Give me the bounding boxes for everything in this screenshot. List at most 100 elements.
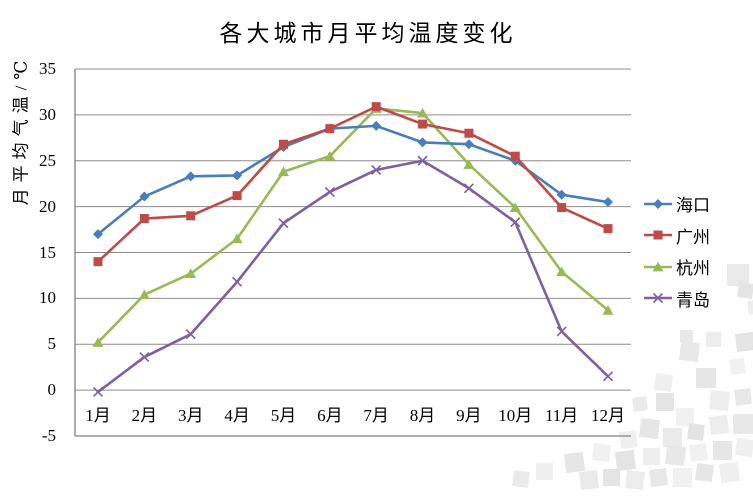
- data-point-marker-triangle: [463, 159, 475, 169]
- series-hangzhou: [92, 103, 614, 347]
- data-point-marker-x: [232, 276, 243, 287]
- mosaic-square: [678, 340, 701, 363]
- legend-item-haikou: 海口: [644, 193, 710, 215]
- data-point-marker-x: [185, 329, 196, 340]
- x-axis-tick-label: 4月: [224, 406, 250, 425]
- legend-marker-diamond-icon: [644, 198, 672, 209]
- mosaic-square: [624, 469, 646, 491]
- legend-label: 海口: [676, 196, 710, 215]
- data-point-marker-triangle: [231, 233, 243, 244]
- data-point-marker-x: [278, 218, 289, 229]
- mosaic-square: [696, 368, 716, 388]
- legend-marker-triangle-icon: [644, 261, 672, 271]
- data-point-marker-triangle: [277, 166, 289, 177]
- mosaic-square: [735, 438, 753, 457]
- mosaic-square: [512, 470, 530, 488]
- mosaic-square: [643, 448, 660, 465]
- mosaic-square: [649, 468, 668, 487]
- mosaic-square: [663, 428, 682, 447]
- y-axis-tick-label: 15: [39, 242, 56, 262]
- data-point-marker-triangle: [324, 150, 336, 161]
- data-point-marker-diamond: [371, 120, 382, 131]
- mosaic-square: [727, 264, 749, 286]
- data-point-marker-triangle: [602, 305, 614, 315]
- series-line-guangzhou: [96, 105, 610, 263]
- data-point-marker-x: [92, 386, 104, 398]
- data-point-marker-square: [93, 257, 103, 267]
- legend-item-guangzhou: 广州: [644, 225, 710, 247]
- y-axis-tick-label: 20: [39, 196, 56, 216]
- legend-label: 杭州: [676, 259, 710, 278]
- mosaic-square: [708, 414, 730, 436]
- data-point-marker-square: [418, 119, 428, 129]
- data-point-marker-square: [371, 102, 381, 112]
- series-line-qingdao: [96, 159, 610, 394]
- legend-item-hangzhou: 杭州: [644, 256, 710, 278]
- y-axis-tick-label: 35: [39, 59, 56, 78]
- y-axis-tick-label: 25: [39, 150, 56, 170]
- data-point-marker-triangle: [138, 289, 150, 300]
- mosaic-square: [656, 393, 674, 411]
- mosaic-square: [695, 463, 714, 482]
- y-axis-tick-label: 30: [39, 104, 56, 124]
- legend-item-qingdao: 青岛: [644, 288, 710, 310]
- mosaic-square: [614, 449, 637, 472]
- data-point-marker-square: [232, 191, 242, 201]
- mosaic-square: [676, 408, 694, 426]
- data-point-marker-diamond: [185, 171, 196, 182]
- data-point-marker-square: [325, 124, 335, 134]
- data-point-marker-square: [603, 224, 613, 234]
- chart-title: 各大城市月平均温度变化: [219, 21, 517, 46]
- data-point-marker-diamond: [603, 197, 613, 208]
- data-point-marker-square: [139, 214, 149, 224]
- data-point-marker-x: [556, 326, 567, 337]
- data-point-marker-x: [652, 292, 664, 304]
- mosaic-square: [619, 430, 638, 449]
- mosaic-square: [592, 443, 611, 462]
- x-axis-tick-label: 3月: [177, 406, 204, 425]
- legend-marker-x-icon: [644, 292, 672, 304]
- data-point-marker-diamond: [463, 139, 474, 150]
- mosaic-square: [733, 414, 753, 434]
- mosaic-square: [654, 373, 673, 392]
- data-point-marker-diamond: [139, 191, 150, 202]
- legend-label: 广州: [676, 227, 710, 247]
- mosaic-square: [689, 443, 708, 462]
- series-guangzhou: [93, 102, 613, 267]
- data-point-marker-diamond: [556, 189, 567, 200]
- y-axis-tick-label: -5: [41, 426, 56, 445]
- data-point-marker-triangle: [556, 266, 568, 277]
- data-point-marker-diamond: [653, 198, 663, 209]
- data-point-marker-square: [653, 230, 663, 240]
- data-point-marker-x: [510, 217, 521, 228]
- x-axis-tick-label: 10月: [498, 406, 533, 425]
- x-axis-tick-label: 1月: [85, 406, 111, 425]
- mosaic-square: [706, 332, 721, 347]
- mosaic-square: [708, 389, 731, 412]
- data-point-marker-x: [324, 186, 335, 198]
- mosaic-square: [603, 469, 620, 486]
- data-point-marker-triangle: [185, 268, 197, 279]
- mosaic-square: [734, 331, 753, 353]
- x-axis-tick-label: 9月: [456, 406, 482, 425]
- data-point-marker-diamond: [232, 170, 243, 181]
- mosaic-square: [563, 451, 586, 474]
- mosaic-square: [578, 469, 600, 491]
- legend: 海口 广州 杭州 青岛: [644, 193, 710, 319]
- x-axis-tick-label: 5月: [270, 406, 297, 425]
- mosaic-square: [687, 423, 705, 441]
- data-point-marker-square: [510, 151, 520, 161]
- data-point-marker-triangle: [417, 107, 429, 118]
- x-axis-tick-label: 8月: [409, 406, 436, 425]
- mosaic-square: [536, 463, 553, 480]
- data-point-marker-square: [464, 128, 474, 138]
- x-axis-tick-label: 7月: [363, 406, 389, 425]
- mosaic-square: [632, 396, 648, 412]
- data-point-marker-diamond: [417, 137, 428, 148]
- legend-label: 青岛: [676, 290, 710, 310]
- mosaic-square: [673, 468, 692, 487]
- legend-marker-square-icon: [644, 230, 672, 240]
- data-point-marker-triangle: [509, 202, 521, 212]
